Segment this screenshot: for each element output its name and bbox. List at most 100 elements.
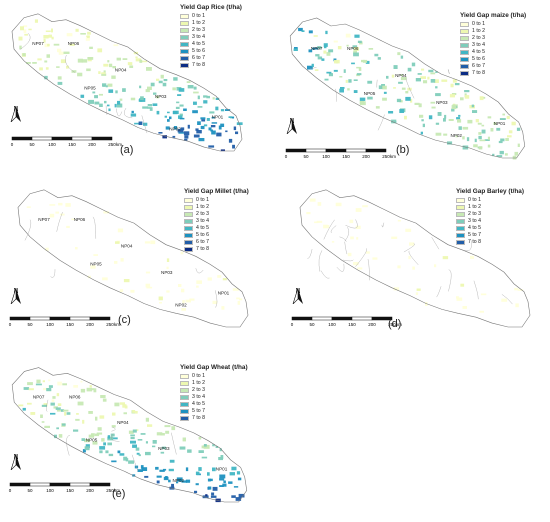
province-boundary — [171, 433, 176, 455]
yield-gap-cell — [478, 123, 482, 125]
yield-gap-cell — [472, 110, 477, 113]
yield-gap-cell — [128, 62, 133, 65]
yield-gap-cell — [56, 427, 59, 429]
yield-gap-cell — [27, 382, 33, 385]
yield-gap-cell — [397, 265, 400, 268]
legend-item: 7 to 8 — [184, 246, 249, 253]
scale-tick-label: 150 — [68, 142, 76, 147]
yield-gap-cell — [388, 111, 393, 114]
yield-gap-cell — [505, 138, 509, 141]
yield-gap-cell — [475, 139, 477, 142]
yield-gap-cell — [211, 493, 214, 496]
yield-gap-cell — [464, 90, 469, 92]
yield-gap-cell — [171, 484, 174, 488]
yield-gap-cell — [94, 95, 98, 98]
legend-label: 6 to 7 — [196, 239, 209, 246]
yield-gap-cell — [99, 446, 105, 450]
yield-gap-cell — [347, 88, 350, 90]
yield-gap-cell — [204, 124, 207, 126]
yield-gap-cell — [141, 433, 146, 435]
scale-tick-label: 100 — [322, 154, 330, 159]
yield-gap-cell — [458, 115, 460, 117]
yield-gap-cell — [123, 457, 127, 461]
yield-gap-cell — [46, 31, 51, 33]
scale-segment — [32, 137, 52, 140]
yield-gap-cell — [99, 104, 103, 107]
yield-gap-cell — [221, 109, 224, 111]
scale-segment — [366, 149, 386, 152]
yield-gap-cell — [363, 60, 367, 63]
yield-gap-cell — [111, 461, 116, 463]
panel-label-c: (c) — [118, 314, 131, 326]
yield-gap-cell — [208, 145, 214, 147]
scale-tick-label: 200 — [368, 322, 376, 327]
legend-title-e: Yield Gap Wheat (t/ha) — [180, 364, 248, 371]
yield-gap-cell — [367, 97, 373, 100]
yield-gap-cell — [128, 460, 134, 463]
yield-gap-cell — [125, 406, 128, 409]
yield-gap-cell — [338, 46, 342, 49]
yield-gap-cell — [472, 105, 474, 108]
yield-gap-cell — [49, 204, 55, 206]
yield-gap-cell — [78, 59, 83, 63]
legend-swatch — [180, 395, 189, 400]
legend-label: 7 to 8 — [468, 239, 481, 246]
legend-item: 3 to 4 — [184, 218, 249, 225]
province-boundary — [321, 271, 330, 279]
yield-gap-cell — [409, 242, 414, 245]
scale-segment — [306, 149, 326, 152]
yield-gap-cell — [181, 127, 185, 130]
yield-gap-cell — [482, 130, 486, 134]
yield-gap-cell — [206, 96, 210, 98]
yield-gap-cell — [434, 264, 436, 267]
yield-gap-cell — [353, 53, 359, 57]
yield-gap-cell — [167, 258, 169, 262]
yield-gap-cell — [357, 267, 362, 269]
yield-gap-cell — [465, 95, 469, 99]
yield-gap-cell — [518, 144, 520, 147]
yield-gap-cell — [202, 457, 207, 459]
yield-gap-cell — [515, 152, 519, 156]
yield-gap-cell — [457, 119, 461, 123]
legend-swatch — [456, 205, 465, 210]
yield-gap-cell — [62, 424, 66, 426]
yield-gap-cell — [452, 105, 457, 109]
yield-gap-cell — [198, 96, 200, 100]
yield-gap-cell — [505, 153, 508, 155]
yield-gap-cell — [57, 393, 59, 396]
yield-gap-cell — [58, 82, 63, 85]
yield-gap-cell — [386, 76, 389, 79]
yield-gap-cell — [105, 450, 108, 453]
legend-swatch — [180, 56, 189, 61]
yield-gap-cell — [358, 41, 362, 43]
legend-item: 7 to 8 — [180, 62, 242, 69]
yield-gap-cell — [75, 247, 78, 249]
yield-gap-cell — [176, 107, 180, 109]
legend-swatch — [180, 388, 189, 393]
yield-gap-cell — [80, 33, 86, 35]
yield-gap-cell — [324, 43, 328, 47]
yield-gap-cell — [327, 52, 331, 56]
north-arrow-icon — [10, 106, 22, 122]
yield-gap-cell — [132, 445, 137, 448]
yield-gap-cell — [463, 306, 468, 309]
yield-gap-cell — [312, 64, 314, 67]
yield-gap-cell — [479, 146, 483, 149]
yield-gap-cell — [193, 92, 199, 94]
panel-label-e: (e) — [112, 488, 125, 500]
yield-gap-cell — [230, 472, 235, 475]
yield-gap-cell — [488, 145, 491, 148]
yield-gap-cell — [146, 272, 150, 274]
yield-gap-cell — [325, 79, 329, 81]
yield-gap-cell — [479, 311, 484, 313]
yield-gap-cell — [514, 288, 518, 290]
yield-gap-cell — [294, 48, 298, 51]
legend-swatch — [184, 247, 193, 252]
yield-gap-cell — [36, 380, 40, 384]
yield-gap-cell — [228, 481, 232, 484]
yield-gap-cell — [88, 100, 94, 104]
yield-gap-cell — [200, 117, 205, 119]
legend-item: 6 to 7 — [460, 63, 526, 70]
yield-gap-cell — [124, 279, 130, 282]
yield-gap-cell — [81, 389, 85, 393]
